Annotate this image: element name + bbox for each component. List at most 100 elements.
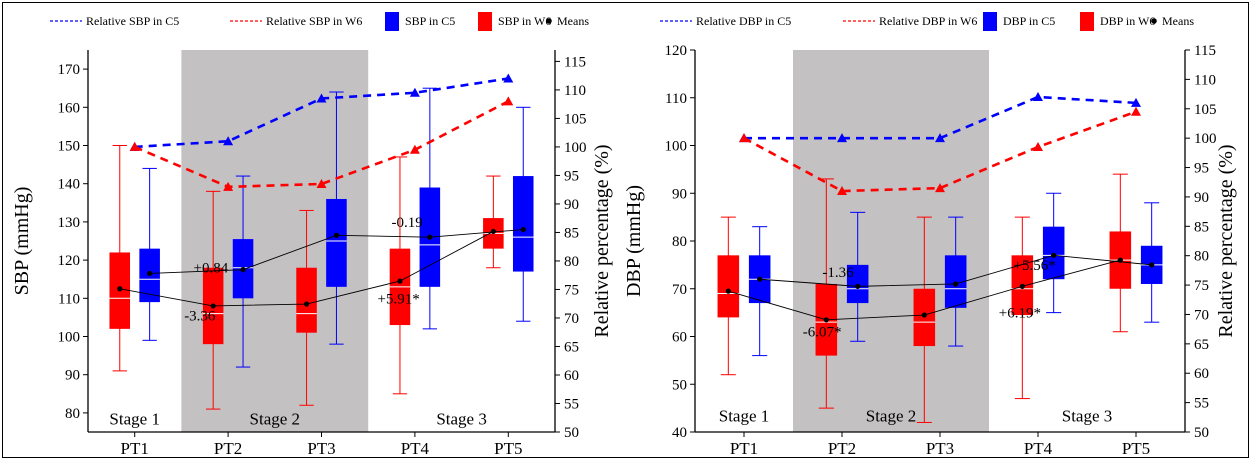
p1-legend-means-label: Means bbox=[557, 14, 589, 28]
p1-c5-mean-point-2 bbox=[240, 267, 246, 273]
p2-annotation-3: +5.56* bbox=[1014, 258, 1056, 274]
p1-relative-w6-marker-1 bbox=[129, 141, 140, 151]
p2-annotation-1: -1.36 bbox=[822, 265, 854, 281]
p1-relative-c5-marker-3 bbox=[316, 93, 327, 103]
p2-legend-box-c5-label: DBP in C5 bbox=[1003, 14, 1055, 28]
p1-c5-box-3-box bbox=[326, 198, 347, 287]
p1-y2-tick-label: 80 bbox=[564, 254, 579, 270]
p2-y-tick-label: 80 bbox=[672, 234, 687, 250]
p1-c5-mean-point-4 bbox=[427, 234, 433, 240]
p2-annotation-2: -6.07* bbox=[803, 325, 842, 341]
p1-c5-mean-point-5 bbox=[520, 226, 526, 233]
p2-w6-mean-point-3 bbox=[921, 312, 927, 318]
p2-y2-axis-title: Relative percentage (%) bbox=[1215, 144, 1237, 337]
p1-y2-tick-label: 115 bbox=[564, 54, 586, 70]
p2-y2-tick-label: 100 bbox=[1194, 131, 1217, 147]
p1-relative-w6-marker-4 bbox=[409, 144, 420, 154]
p1-y-tick-label: 120 bbox=[58, 253, 81, 269]
p2-y2-tick-label: 70 bbox=[1194, 307, 1209, 323]
p2-legend-box-w6-swatch bbox=[1080, 12, 1094, 31]
p2-legend-rel-c5-label: Relative DBP in C5 bbox=[696, 14, 791, 28]
p2-x-tick-label: PT5 bbox=[1122, 439, 1150, 458]
p1-legend-box-w6-label: SBP in W6 bbox=[498, 14, 551, 28]
p2-y2-tick-label: 80 bbox=[1194, 249, 1209, 265]
p2-legend-box-w6-label: DBP in W6 bbox=[1100, 14, 1155, 28]
p1-legend-rel-c5-label: Relative SBP in C5 bbox=[86, 14, 179, 28]
p1-x-tick-label: PT3 bbox=[307, 439, 335, 458]
p1-y2-tick-label: 75 bbox=[564, 282, 579, 298]
p1-y2-tick-label: 60 bbox=[564, 368, 579, 384]
p1-c5-box-5-box bbox=[512, 176, 534, 272]
p1-y-tick-label: 130 bbox=[58, 215, 81, 231]
p1-y-tick-label: 100 bbox=[58, 330, 81, 346]
p2-y-tick-label: 100 bbox=[665, 139, 688, 155]
p2-y2-tick-label: 95 bbox=[1194, 161, 1209, 177]
p1-w6-box-3-box bbox=[296, 267, 317, 333]
p1-legend-means-swatch bbox=[546, 18, 552, 24]
p1-relative-w6-marker-2 bbox=[223, 181, 234, 191]
p2-relative-w6-marker-1 bbox=[739, 133, 749, 143]
p1-y2-tick-label: 50 bbox=[564, 425, 579, 441]
p2-relative-w6-marker-2 bbox=[837, 186, 847, 196]
p1-legend-box-c5-swatch bbox=[385, 12, 399, 31]
p1-c5-mean-point-1 bbox=[147, 270, 153, 277]
p1-legend-box-w6-swatch bbox=[478, 12, 492, 31]
p2-y2-tick-label: 65 bbox=[1194, 337, 1209, 353]
p1-y2-tick-label: 65 bbox=[564, 339, 579, 355]
p1-w6-mean-point-3 bbox=[303, 301, 310, 307]
p2-y2-tick-label: 115 bbox=[1194, 43, 1216, 59]
p1-y2-tick-label: 70 bbox=[564, 311, 579, 327]
p2-c5-mean-point-2 bbox=[855, 283, 861, 289]
p2-x-tick-label: PT3 bbox=[926, 439, 954, 458]
p1-y-tick-label: 110 bbox=[58, 291, 80, 307]
p1-annotation-2: -3.36 bbox=[184, 308, 216, 324]
p2-c5-mean-point-1 bbox=[757, 276, 763, 282]
p2-w6-mean-point-2 bbox=[823, 317, 829, 323]
p2-w6-mean-point-1 bbox=[725, 288, 731, 294]
p2-w6-mean-point-5 bbox=[1117, 257, 1123, 263]
p2-c5-mean-point-4 bbox=[1051, 252, 1057, 258]
p1-y2-axis-title: Relative percentage (%) bbox=[591, 144, 613, 337]
p2-y-tick-label: 110 bbox=[665, 91, 687, 107]
p1-y2-tick-label: 105 bbox=[564, 111, 587, 127]
p1-w6-mean-point-4 bbox=[397, 278, 403, 284]
p2-y2-tick-label: 110 bbox=[1194, 72, 1216, 88]
p2-stage-label-2: Stage 2 bbox=[866, 406, 917, 425]
p2-y2-tick-label: 50 bbox=[1194, 425, 1209, 441]
p2-y-tick-label: 60 bbox=[672, 330, 687, 346]
p2-relative-w6-line bbox=[743, 110, 1137, 193]
chart-panel-1: 80 90 100 110 120 130 140 150 160 170 50 55 60 65 70 75… bbox=[11, 12, 613, 458]
p1-y2-tick-label: 100 bbox=[564, 140, 587, 156]
p1-y2-tick-label: 55 bbox=[564, 396, 579, 412]
p1-legend-rel-w6-label: Relative SBP in W6 bbox=[266, 14, 362, 28]
p1-y2-tick-label: 110 bbox=[564, 83, 586, 99]
p2-w6-mean-point-4 bbox=[1019, 283, 1025, 289]
p1-legend: Relative SBP in C5 Relative SBP in W6 SBP … bbox=[50, 12, 589, 31]
p1-x-tick-label: PT2 bbox=[214, 439, 242, 458]
p2-c5-mean-point-5 bbox=[1149, 262, 1155, 268]
p1-stage-label-2: Stage 2 bbox=[250, 410, 301, 429]
chart-panel-2: 40 50 60 70 80 90 100 110 120 50 55 60 65 70 75 80 85 90 9… bbox=[623, 12, 1237, 458]
p1-annotation-4: +5.91* bbox=[378, 291, 420, 307]
p1-y-tick-label: 90 bbox=[65, 368, 80, 384]
p2-legend-rel-w6-label: Relative DBP in W6 bbox=[879, 14, 977, 28]
p1-y2-tick-label: 90 bbox=[564, 197, 579, 213]
p1-c5-mean-point-3 bbox=[333, 232, 340, 238]
p1-relative-w6-marker-3 bbox=[316, 178, 327, 188]
p2-x-tick-label: PT2 bbox=[828, 439, 856, 458]
p2-y2-tick-label: 75 bbox=[1194, 278, 1209, 294]
p2-y-tick-label: 50 bbox=[672, 377, 687, 393]
p2-y-tick-label: 40 bbox=[672, 425, 687, 441]
p1-y-tick-label: 80 bbox=[65, 406, 80, 422]
p1-w6-mean-point-2 bbox=[210, 303, 216, 309]
p2-y2-tick-label: 105 bbox=[1194, 102, 1217, 118]
p1-stage-label-1: Stage 1 bbox=[109, 410, 160, 429]
p2-relative-c5-marker-3 bbox=[935, 133, 945, 143]
p2-w6-box-1-box bbox=[717, 255, 740, 318]
p2-y2-tick-label: 60 bbox=[1194, 366, 1209, 382]
p1-w6-mean-point-5 bbox=[490, 228, 496, 235]
p2-stage-shade-2 bbox=[793, 50, 989, 432]
p1-relative-w6-marker-5 bbox=[503, 96, 514, 106]
p1-relative-c5-marker-5 bbox=[503, 73, 514, 83]
